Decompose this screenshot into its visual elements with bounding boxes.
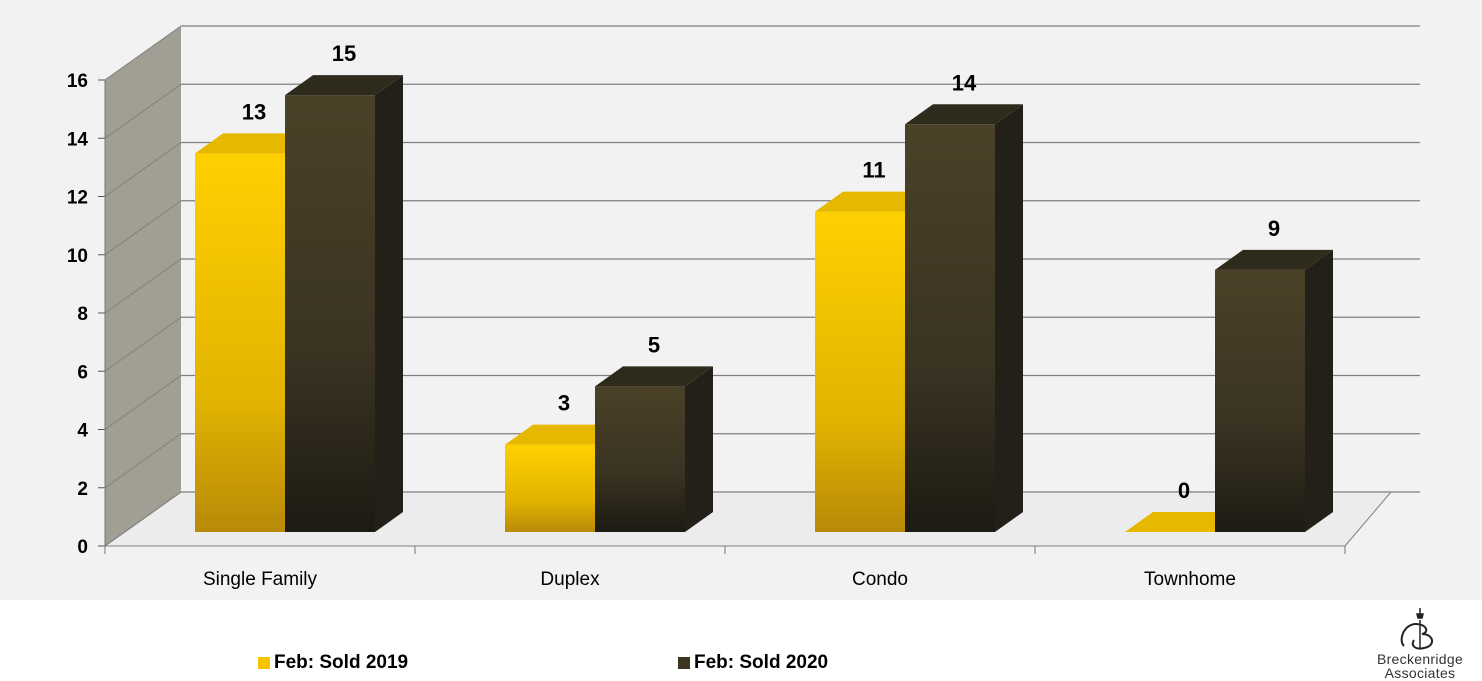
bar-chart: 0 2 4 6 8 10 12 14 16 Single Family Duplex Condo Tow…	[67, 25, 1420, 590]
gridline-side	[104, 83, 182, 139]
gridline-side	[104, 258, 182, 314]
company-logo: Breckenridge Associates	[1368, 606, 1472, 681]
bar-side-2020	[1305, 249, 1333, 532]
legend-item-2019: Feb: Sold 2019	[258, 652, 408, 674]
bar-side-2020	[685, 366, 713, 532]
bar-top-2019	[815, 191, 933, 212]
data-label-2020: 14	[952, 70, 977, 95]
gridline-side	[104, 316, 182, 372]
data-label-2019: 0	[1178, 478, 1190, 503]
logo-text: Breckenridge	[1376, 651, 1464, 667]
data-label-2019: 13	[242, 99, 266, 124]
gridline-side	[104, 375, 182, 430]
y-tick-label: 10	[67, 246, 88, 267]
bar-top-2019	[505, 424, 623, 445]
y-tick-label: 0	[77, 537, 88, 558]
gridline-side	[104, 433, 182, 489]
legend-item-2020: Feb: Sold 2020	[678, 652, 828, 674]
y-tick-label: 2	[77, 479, 88, 500]
legend-swatch-2019	[258, 657, 270, 669]
bar-2020	[595, 386, 685, 532]
logo-text-2: Associates	[1384, 665, 1456, 681]
data-label-2020: 9	[1268, 216, 1280, 241]
data-label-2019: 11	[862, 158, 885, 183]
x-tick-label: Townhome	[1144, 569, 1236, 590]
y-tick-label: 12	[67, 188, 88, 209]
bar-top-2019	[1125, 512, 1243, 532]
bar-2020	[905, 124, 995, 532]
y-tick-label: 4	[77, 421, 88, 442]
bar-2019	[195, 153, 285, 532]
bar-side-2020	[995, 104, 1023, 532]
bar-2020	[1215, 269, 1305, 532]
bar-side-2020	[375, 75, 403, 532]
gridline-side	[104, 142, 182, 197]
lamp-monogram-icon	[1400, 608, 1433, 650]
bar-top-2020	[1215, 249, 1333, 270]
x-tick-label: Single Family	[203, 569, 318, 590]
data-label-2019: 3	[558, 391, 570, 416]
legend-label-2020: Feb: Sold 2020	[694, 652, 829, 673]
gridline-side	[104, 25, 182, 81]
x-tick-label: Duplex	[540, 569, 600, 590]
y-tick-label: 16	[67, 71, 88, 92]
x-tick-label: Condo	[852, 569, 908, 590]
bar-top-2019	[195, 133, 313, 154]
y-tick-label: 14	[67, 129, 89, 150]
y-tick-label: 8	[77, 304, 88, 325]
bar-top-2020	[905, 104, 1023, 125]
gridline-side	[104, 491, 182, 547]
bar-2019	[505, 444, 595, 532]
legend-swatch-2020	[678, 657, 690, 669]
gridline-side	[104, 200, 182, 256]
bar-top-2020	[285, 75, 403, 96]
bar-2019	[815, 211, 905, 532]
data-label-2020: 5	[648, 332, 660, 357]
data-label-2020: 15	[332, 41, 356, 66]
bar-top-2020	[595, 366, 713, 387]
bar-2020	[285, 95, 375, 532]
y-tick-label: 6	[77, 362, 88, 383]
legend-label-2019: Feb: Sold 2019	[274, 652, 409, 673]
